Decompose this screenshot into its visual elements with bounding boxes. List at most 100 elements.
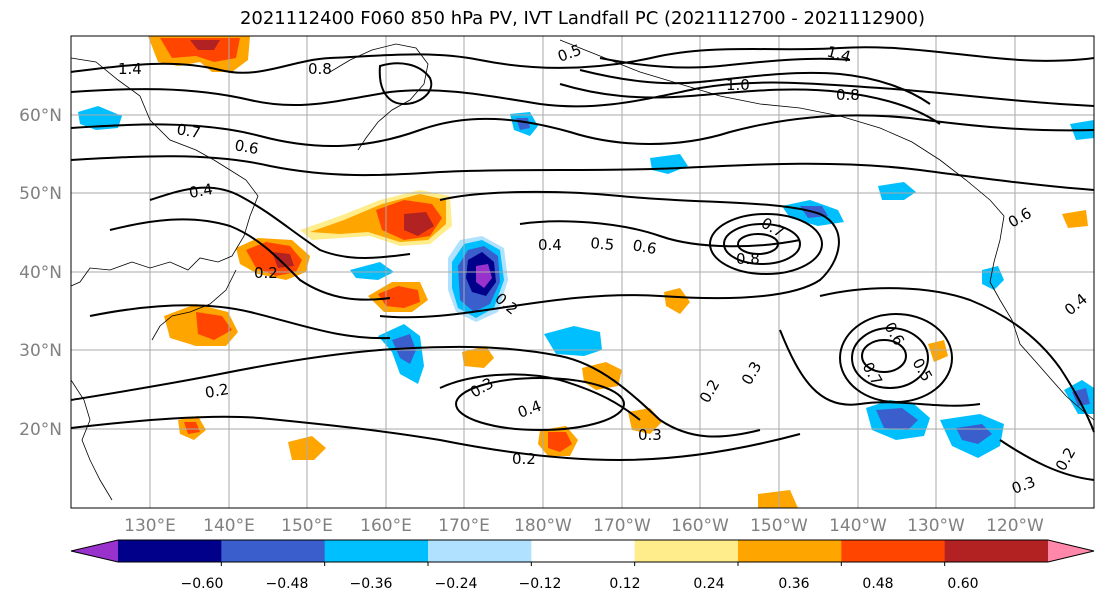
pv-contours	[70, 46, 1095, 481]
colorbar-bin	[71, 540, 118, 562]
contour-line	[70, 415, 801, 462]
contour-line	[999, 439, 1095, 481]
contour-line	[70, 46, 1095, 74]
shade-cyan	[544, 326, 602, 356]
contour-line	[559, 83, 941, 125]
shade-orange	[664, 288, 690, 314]
shade-red	[196, 312, 232, 340]
colorbar-tick-label: 0.48	[862, 576, 893, 592]
coastline-namerica	[989, 215, 1095, 421]
lon-label: 130°W	[907, 516, 965, 536]
coastline-asia	[70, 57, 259, 287]
contour-label: 1.0	[726, 76, 750, 94]
contour-label: 1.4	[118, 60, 142, 78]
contour-ellipse	[709, 213, 823, 275]
shade-red	[378, 286, 420, 308]
lon-label: 130°E	[124, 516, 176, 536]
colorbar-bin	[841, 540, 946, 562]
colorbar	[70, 539, 1095, 566]
coastline-alaska	[559, 39, 1005, 217]
contour-label: 0.4	[188, 180, 215, 202]
contour-line	[70, 155, 1095, 191]
contour-line	[89, 304, 391, 340]
shade-cyan	[350, 262, 394, 280]
contour-line	[819, 287, 1095, 433]
colorbar-bin	[1048, 540, 1094, 562]
colorbar-bin	[944, 540, 1049, 562]
contour-label: 0.5	[590, 234, 615, 254]
colorbar-tick-label: 0.36	[778, 576, 809, 592]
colorbar-bin	[118, 540, 222, 562]
colorbar-tick-label: −0.12	[519, 576, 562, 592]
contour-line	[519, 220, 801, 248]
contour-label: 0.4	[538, 236, 562, 254]
lon-label: 160°W	[671, 516, 729, 536]
colorbar-bin	[531, 540, 636, 562]
shade-red	[548, 432, 572, 452]
coastline-japan	[151, 269, 237, 341]
colorbar-bin	[221, 540, 326, 562]
shade-red	[184, 422, 200, 434]
lon-label: 140°E	[203, 516, 255, 536]
lon-label: 170°W	[593, 516, 651, 536]
contour-label: 1.4	[825, 42, 853, 66]
shade-cyan	[878, 182, 916, 200]
contour-line	[149, 186, 411, 259]
map-frame	[70, 35, 1095, 509]
contour-line	[379, 190, 840, 319]
lon-label: 120°W	[986, 516, 1044, 536]
contour-line	[70, 114, 1095, 147]
lon-label: 160°E	[360, 516, 412, 536]
colorbar-tick-label: −0.48	[266, 576, 309, 592]
colorbar-tick-labels: −0.60 −0.48 −0.36 −0.24 −0.12 0.12 0.24 …	[181, 576, 979, 592]
lon-label: 150°W	[750, 516, 808, 536]
lat-label: 40°N	[19, 263, 62, 283]
contour-line	[439, 373, 641, 421]
colorbar-bin	[738, 540, 842, 562]
colorbar-outline	[70, 539, 1095, 563]
longitude-labels: 130°E 140°E 150°E 160°E 170°E 180°W 170°…	[124, 516, 1044, 536]
contour-line	[70, 81, 1095, 108]
shade-orange	[928, 340, 948, 362]
coastline-asia-south	[70, 379, 113, 501]
contour-line	[70, 345, 761, 438]
contour-ellipse	[861, 339, 907, 373]
contour-line	[378, 62, 433, 106]
contour-line	[579, 69, 931, 105]
lon-label: 170°E	[438, 516, 490, 536]
graticule	[71, 36, 1094, 508]
contour-label: 0.7	[175, 120, 202, 142]
lat-label: 20°N	[19, 420, 62, 440]
contour-label: 0.2	[254, 264, 278, 282]
shade-darkred	[272, 252, 294, 268]
shade-darkred	[190, 40, 220, 50]
shade-blue	[1072, 388, 1090, 406]
contour-ellipse	[455, 377, 625, 431]
contour-label: 0.8	[736, 250, 760, 268]
contour-ellipse	[723, 223, 801, 265]
lat-label: 50°N	[19, 184, 62, 204]
pc-shading	[78, 36, 1094, 508]
colorbar-tick-label: −0.36	[350, 576, 393, 592]
contour-label: 0.6	[631, 236, 658, 258]
colorbar-bin	[324, 540, 429, 562]
colorbar-tick-label: 0.24	[693, 576, 724, 592]
contour-ellipse	[737, 233, 779, 255]
contour-label: 0.2	[512, 450, 536, 468]
lon-label: 180°W	[514, 516, 572, 536]
contour-label: 0.8	[836, 86, 860, 104]
contour-line	[779, 329, 981, 407]
contour-line	[599, 57, 851, 69]
contour-label: 0.2	[204, 380, 231, 402]
coastlines	[70, 39, 1095, 501]
shade-cyan	[78, 106, 122, 130]
colorbar-tick-label: −0.24	[435, 576, 478, 592]
colorbar-tick-label: 0.60	[947, 576, 978, 592]
colorbar-tick-label: 0.12	[609, 576, 640, 592]
contour-label: 0.3	[638, 426, 662, 444]
shade-orange	[758, 490, 798, 508]
contour-line	[109, 218, 391, 301]
latitude-labels: 60°N 50°N 40°N 30°N 20°N	[19, 106, 62, 440]
colorbar-tick-label: −0.60	[181, 576, 224, 592]
